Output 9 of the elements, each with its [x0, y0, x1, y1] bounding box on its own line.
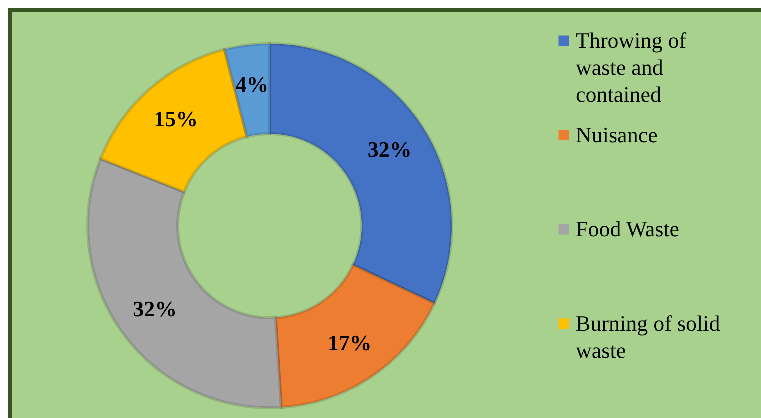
data-label: 32%: [368, 136, 412, 162]
data-label: 15%: [154, 106, 198, 132]
legend-label: Food Waste: [576, 216, 680, 242]
legend-label: Throwing of waste and contained: [576, 28, 688, 107]
data-label: 4%: [236, 72, 269, 98]
data-label: 17%: [328, 330, 372, 356]
legend-label: Nuisance: [576, 122, 658, 148]
legend-label: Burning of solid waste: [576, 310, 720, 363]
data-label: 32%: [133, 296, 178, 322]
